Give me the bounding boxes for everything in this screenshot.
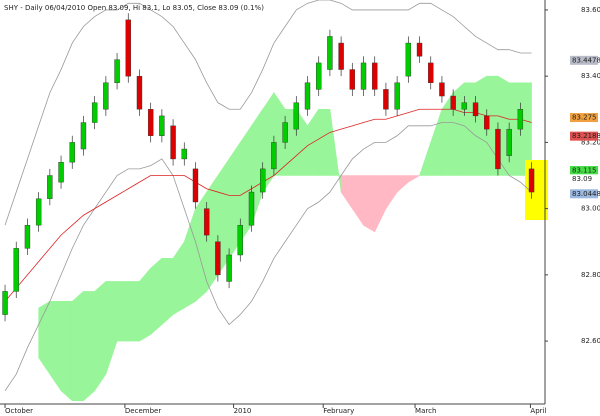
candle-body [360, 62, 367, 90]
cloud-segment [408, 175, 421, 183]
cloud-segment [139, 267, 151, 342]
y-tick-label: 83.20 [581, 138, 600, 146]
cloud-segment [94, 280, 107, 392]
y-tick-label: 83.60 [581, 6, 600, 14]
indicator-line [4, 108, 532, 302]
price-tag [570, 131, 598, 141]
price-tag [570, 55, 598, 65]
cloud-segment [127, 281, 140, 342]
candle-body [316, 62, 322, 90]
cloud-segment [150, 257, 163, 336]
candle-body [282, 122, 288, 143]
candle-body [2, 291, 8, 315]
price-tag [570, 113, 598, 123]
x-tick-label: March [415, 407, 436, 415]
candle-body [327, 36, 333, 70]
candle-body [13, 248, 19, 292]
candle-body [405, 42, 412, 77]
candle-body [80, 122, 87, 150]
cloud-segment [363, 175, 376, 233]
cloud-segment [318, 108, 331, 176]
y-tick-label: 83.40 [581, 72, 600, 80]
x-tick-label: February [323, 407, 354, 415]
price-tag-label: 83.0448 [572, 190, 600, 198]
price-tag [570, 189, 598, 199]
x-tick-label: December [125, 407, 161, 415]
candle-body [428, 62, 434, 83]
candle-body [271, 142, 277, 170]
candle-body [69, 142, 75, 163]
candle-body [450, 95, 456, 110]
lines-layer [4, 0, 532, 391]
candle-body [394, 82, 400, 110]
candle-body [506, 128, 512, 156]
cloud-segment [464, 82, 476, 176]
y-tick-label: 82.60 [581, 337, 600, 345]
candle-body [35, 198, 42, 226]
candle-body [472, 102, 479, 117]
candle-body [170, 125, 176, 160]
x-tick-label: 2010 [234, 407, 252, 415]
cloud-segment [71, 290, 84, 401]
candle-body [484, 115, 490, 130]
cloud-segment [116, 281, 129, 342]
candle-body [125, 19, 131, 77]
x-tick-label: April [530, 407, 546, 415]
candle-body [226, 254, 232, 282]
candle-body [528, 168, 535, 193]
candle-body [147, 109, 154, 136]
candle-body [259, 168, 266, 193]
candle-body [237, 224, 243, 256]
candle-body [58, 162, 64, 183]
candle-body [372, 62, 378, 90]
candle-body [439, 82, 445, 97]
y-tick-label: 83.00 [581, 205, 600, 213]
candle-body [24, 224, 31, 249]
indicator-line [4, 122, 532, 391]
chart-title: SHY - Daily 06/04/2010 Open 83.09, Hi 83… [4, 4, 264, 12]
indicator-line [4, 0, 532, 226]
candle-body [215, 241, 221, 276]
cloud-segment [83, 291, 95, 402]
price-tag-label: 83.09 [572, 175, 592, 183]
candle-body [203, 208, 210, 236]
cloud-segment [161, 257, 174, 326]
price-tag [570, 174, 598, 184]
candle-body [181, 148, 187, 160]
cloud-segment [60, 301, 73, 402]
candle-body [338, 42, 344, 70]
candle-body [383, 89, 389, 110]
candle-body [304, 82, 311, 110]
candle-body [293, 102, 300, 130]
candle-body [461, 102, 468, 110]
candle-body [192, 168, 199, 203]
price-tag-label: 83.275 [572, 114, 597, 122]
candle-body [416, 42, 423, 57]
x-tick-label: October [5, 407, 33, 415]
candle-body [103, 82, 109, 110]
axes-layer: 82.60 82.80 83.00 83.20 83.40 83.60 October Dec… [4, 6, 600, 415]
candle-body [248, 191, 255, 226]
price-tag-label: 83.4478 [572, 56, 600, 64]
candle-body [114, 59, 120, 83]
price-tag-label: 83.2188 [572, 132, 600, 140]
candle-body [47, 175, 53, 199]
candle-body [91, 102, 98, 123]
candle-body [349, 69, 356, 90]
candle-body [159, 115, 165, 136]
candle-body [136, 75, 143, 110]
candle-body [495, 128, 501, 170]
price-tag [570, 166, 598, 176]
candles-layer [2, 13, 535, 322]
price-tag-label: 83.115 [572, 167, 597, 175]
y-tick-label: 82.80 [581, 271, 600, 279]
candle-body [517, 109, 524, 130]
